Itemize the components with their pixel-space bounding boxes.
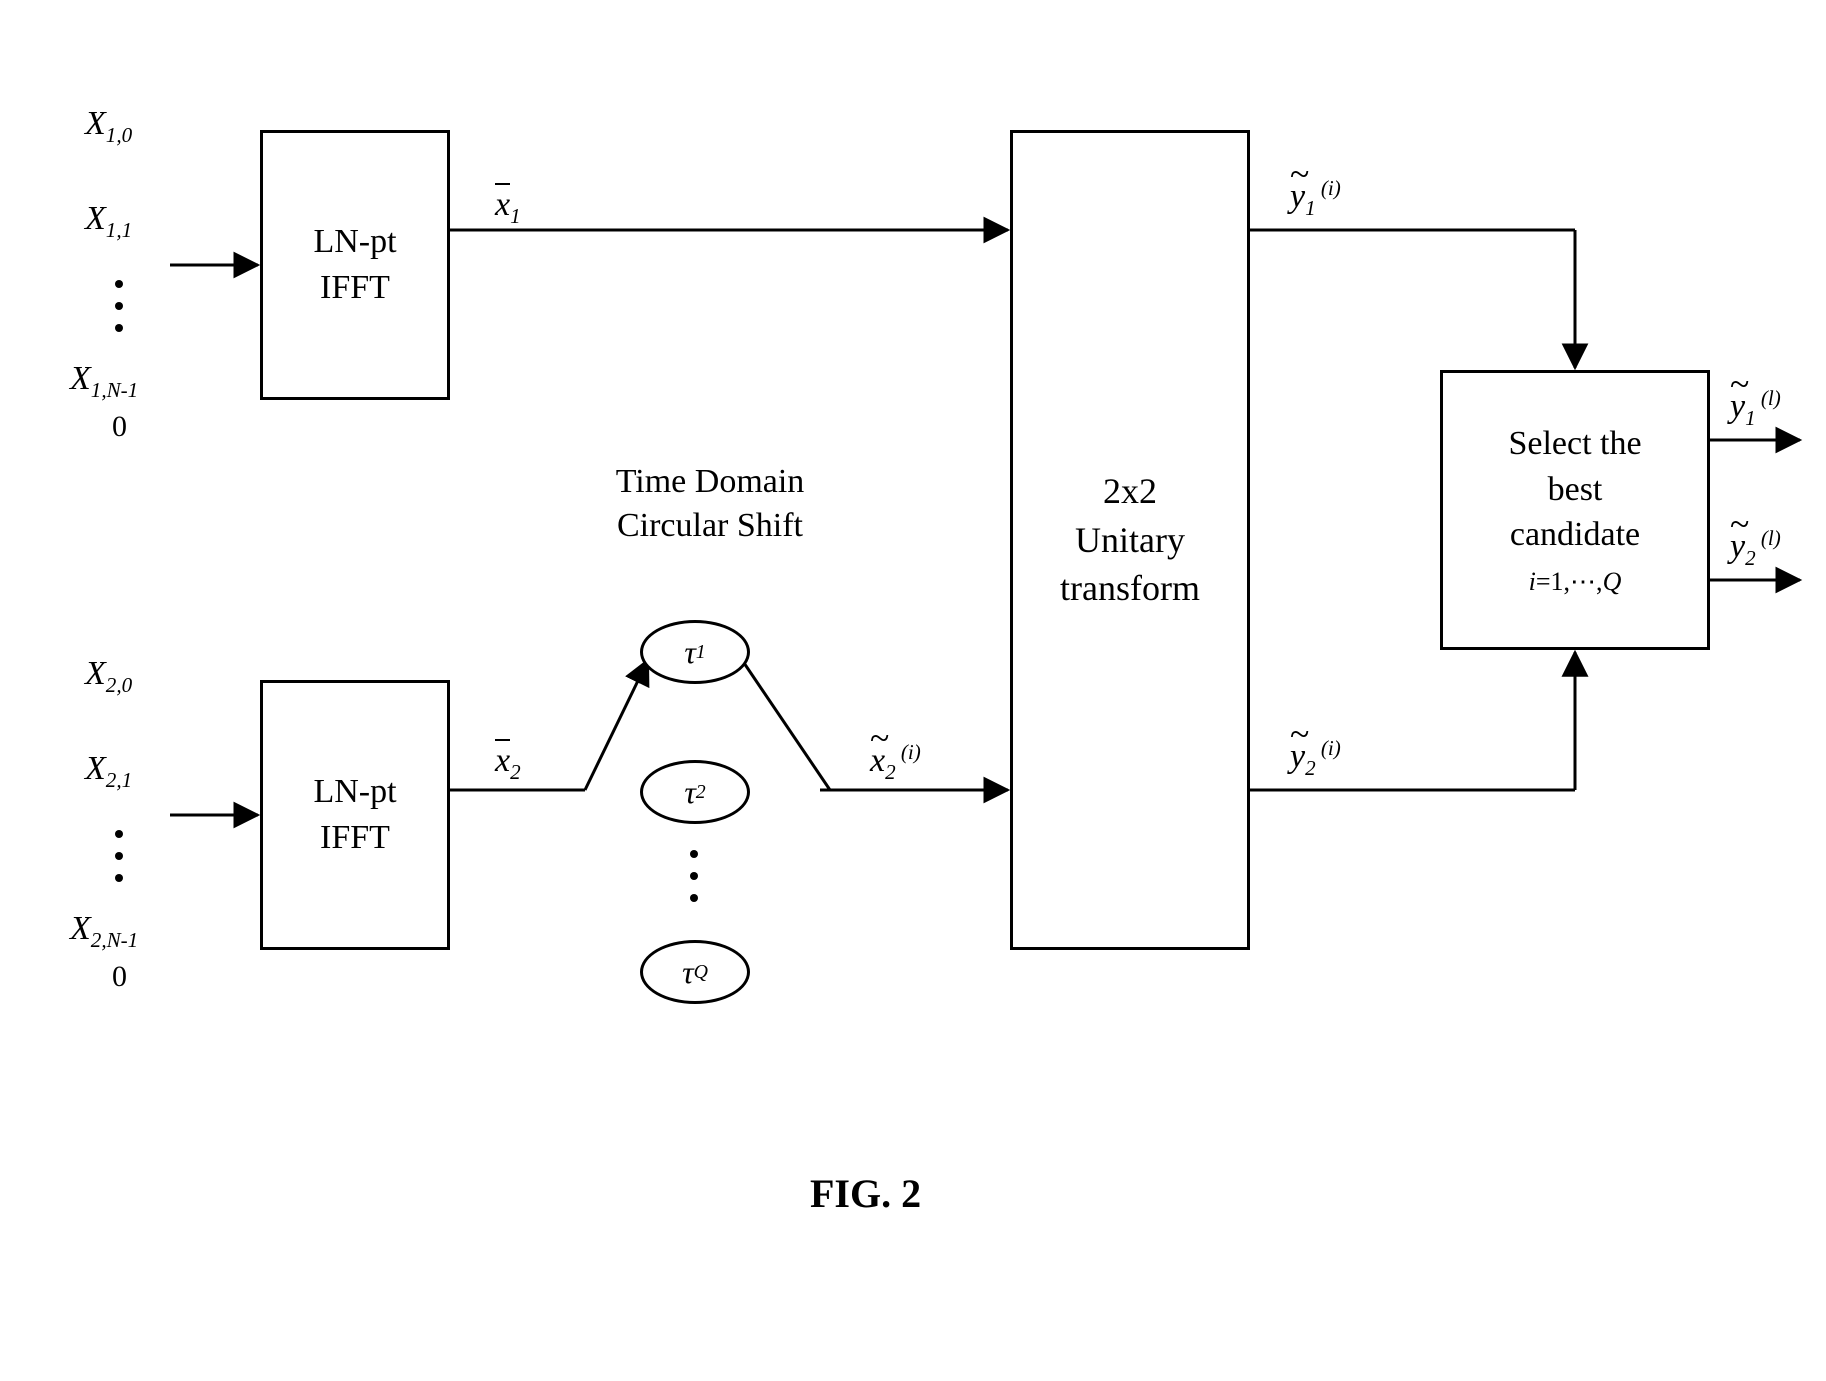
ifft2-label: LN-pt IFFT	[313, 769, 396, 861]
ifft1-label: LN-pt IFFT	[313, 219, 396, 311]
input-x1n1: X1,N-1	[70, 360, 138, 403]
signal-x2tilde: x2 (i)	[870, 740, 921, 785]
input2-zero: 0	[112, 960, 127, 994]
select-line3: candidate	[1510, 512, 1640, 558]
select-line1: Select the	[1508, 421, 1641, 467]
tauQ-node: τQ	[640, 940, 750, 1004]
tau-vdots	[690, 850, 698, 902]
tau2-node: τ2	[640, 760, 750, 824]
signal-y1tilde-i: y1 (i)	[1290, 176, 1341, 221]
diagram-canvas: X1,0 X1,1 X1,N-1 0 X2,0 X2,1 X2,N-1 0 LN…	[0, 0, 1826, 1381]
signal-x2bar: x2	[495, 742, 521, 785]
signal-x1bar: x1	[495, 186, 521, 229]
figure-caption: FIG. 2	[810, 1170, 921, 1217]
unitary-label: 2x2 Unitary transform	[1060, 467, 1200, 613]
input-x10: X1,0	[85, 105, 132, 148]
input2-vdots	[115, 830, 123, 882]
ifft2-block: LN-pt IFFT	[260, 680, 450, 950]
select-block: Select the best candidate i=1,⋯,Q	[1440, 370, 1710, 650]
tau1-node: τ1	[640, 620, 750, 684]
input-x2n1: X2,N-1	[70, 910, 138, 953]
signal-y2tilde-i: y2 (i)	[1290, 736, 1341, 781]
select-line2: best	[1548, 467, 1603, 513]
signal-y2tilde-l: y2 (l)	[1730, 526, 1781, 571]
input1-vdots	[115, 280, 123, 332]
unitary-block: 2x2 Unitary transform	[1010, 130, 1250, 950]
shift-title: Time Domain Circular Shift	[560, 460, 860, 548]
input-x21: X2,1	[85, 750, 132, 793]
select-index: i=1,⋯,Q	[1529, 564, 1622, 599]
input1-zero: 0	[112, 410, 127, 444]
input-x20: X2,0	[85, 655, 132, 698]
ifft1-block: LN-pt IFFT	[260, 130, 450, 400]
input-x11: X1,1	[85, 200, 132, 243]
signal-y1tilde-l: y1 (l)	[1730, 386, 1781, 431]
